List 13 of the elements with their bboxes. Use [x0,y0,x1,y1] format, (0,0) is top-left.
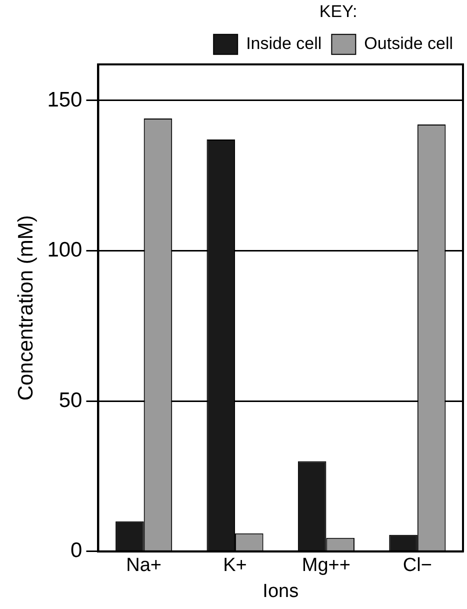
x-tick-label: K+ [223,555,247,576]
legend-label: Inside cell [246,34,322,54]
legend-label: Outside cell [364,34,454,54]
legend-title: KEY: [319,2,358,22]
x-tick-label: Cl− [402,555,432,576]
x-axis-title: Ions [262,580,299,602]
y-tick-label: 150 [47,88,82,112]
y-tick-label: 50 [58,388,82,412]
x-tick-label: Mg++ [302,555,351,576]
y-tick-label: 100 [47,238,82,262]
y-tick-label: 0 [70,539,82,562]
y-axis-title: Concentration (mM) [14,215,38,401]
x-tick-label: Na+ [126,555,162,576]
